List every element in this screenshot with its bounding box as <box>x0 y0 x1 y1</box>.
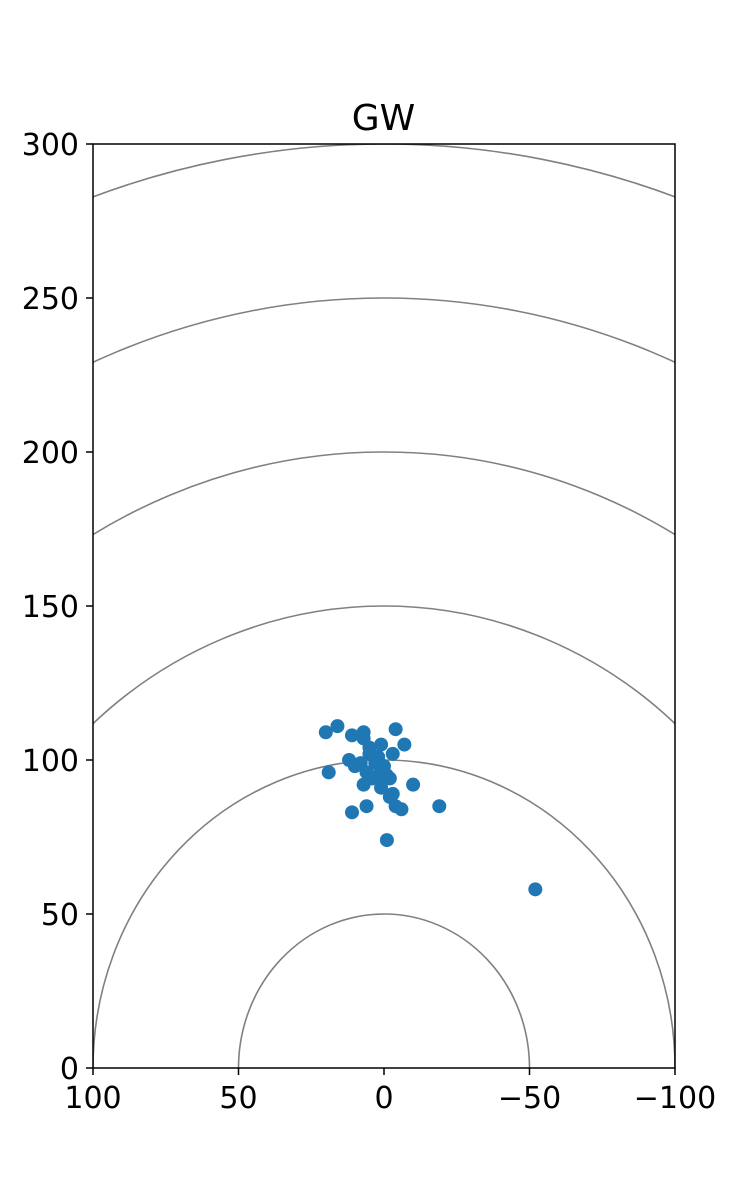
x-tick-label-3: −50 <box>498 1081 561 1116</box>
reference-circle-4 <box>93 297 675 364</box>
x-tick-label-4: −100 <box>634 1081 716 1116</box>
data-point-0 <box>318 725 333 740</box>
y-tick-label-3: 150 <box>22 590 79 625</box>
data-point-31 <box>344 805 359 820</box>
x-axis: 100 50 0 −50 −100 <box>64 1068 716 1116</box>
y-tick-label-4: 200 <box>22 436 79 471</box>
y-tick-label-6: 300 <box>22 128 79 163</box>
data-point-5 <box>388 722 403 737</box>
data-point-34 <box>528 882 543 897</box>
y-axis: 0 50 100 150 200 250 300 <box>22 128 93 1087</box>
data-point-23 <box>356 777 371 792</box>
data-point-6 <box>397 737 412 752</box>
data-point-30 <box>432 799 447 814</box>
chart-title: GW <box>352 98 416 139</box>
data-point-25 <box>374 780 389 795</box>
data-point-21 <box>382 771 397 786</box>
y-tick-label-1: 50 <box>41 898 79 933</box>
y-tick-label-2: 100 <box>22 744 79 779</box>
reference-circle-2 <box>93 605 675 725</box>
data-point-28 <box>359 799 374 814</box>
data-point-7 <box>374 737 389 752</box>
y-tick-label-0: 0 <box>60 1052 79 1087</box>
reference-circle-3 <box>93 451 675 536</box>
data-point-17 <box>321 765 336 780</box>
data-point-16 <box>347 759 362 774</box>
x-tick-label-1: 50 <box>219 1081 257 1116</box>
reference-circles <box>93 144 675 1068</box>
x-tick-label-2: 0 <box>374 1081 393 1116</box>
reference-circle-0 <box>237 913 531 1068</box>
x-tick-label-0: 100 <box>64 1081 121 1116</box>
data-point-32 <box>394 802 409 817</box>
reference-circle-1 <box>93 759 675 1068</box>
reference-circle-5 <box>93 144 675 198</box>
data-point-10 <box>385 746 400 761</box>
data-points <box>318 719 543 897</box>
data-point-1 <box>330 719 345 734</box>
data-point-2 <box>344 728 359 743</box>
data-point-33 <box>379 833 394 848</box>
y-tick-label-5: 250 <box>22 282 79 317</box>
data-point-24 <box>406 777 421 792</box>
